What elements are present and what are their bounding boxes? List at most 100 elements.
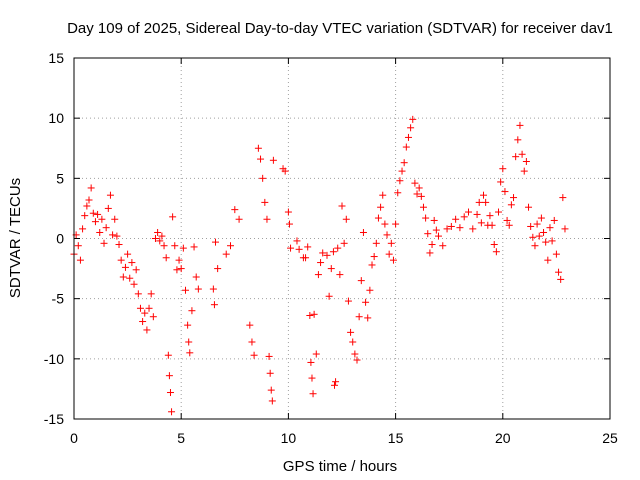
- data-point: [344, 297, 352, 305]
- data-point: [188, 307, 196, 315]
- data-point: [413, 190, 421, 198]
- data-point: [533, 220, 541, 228]
- data-point: [473, 210, 481, 218]
- data-point: [475, 198, 483, 206]
- grid-lines: [74, 58, 610, 419]
- data-point: [404, 133, 412, 141]
- data-point: [141, 309, 149, 317]
- data-point: [267, 386, 275, 394]
- data-point: [422, 214, 430, 222]
- data-point: [531, 242, 539, 250]
- data-point: [555, 268, 563, 276]
- data-point: [417, 192, 425, 200]
- x-tick-label: 5: [177, 430, 185, 446]
- data-point: [308, 374, 316, 382]
- data-point: [314, 271, 322, 279]
- data-point: [383, 231, 391, 239]
- data-point: [156, 237, 164, 245]
- data-point: [537, 214, 545, 222]
- data-point: [398, 167, 406, 175]
- data-point: [370, 253, 378, 261]
- data-point: [164, 351, 172, 359]
- data-point: [168, 408, 176, 416]
- data-point: [559, 194, 567, 202]
- data-point: [302, 254, 310, 262]
- data-point: [520, 167, 528, 175]
- data-point: [546, 224, 554, 232]
- data-point: [136, 304, 144, 312]
- data-point: [347, 328, 355, 336]
- data-point: [109, 231, 117, 239]
- data-point: [415, 184, 423, 192]
- data-point: [173, 266, 181, 274]
- data-point: [510, 194, 518, 202]
- data-point: [400, 159, 408, 167]
- data-point: [492, 248, 500, 256]
- data-point: [505, 221, 513, 229]
- data-point: [503, 216, 511, 224]
- data-point: [76, 256, 84, 264]
- data-point: [214, 265, 222, 273]
- data-point: [281, 167, 289, 175]
- data-point: [87, 184, 95, 192]
- data-point: [552, 250, 560, 258]
- data-point: [246, 321, 254, 329]
- data-point: [128, 259, 136, 267]
- data-point: [113, 232, 121, 240]
- data-point: [210, 301, 218, 309]
- data-point: [185, 338, 193, 346]
- data-point: [428, 241, 436, 249]
- data-point: [83, 202, 91, 210]
- data-point: [149, 313, 157, 321]
- x-tick-label: 15: [388, 430, 404, 446]
- data-point: [194, 285, 202, 293]
- data-point: [98, 215, 106, 223]
- x-axis-label: GPS time / hours: [283, 458, 397, 475]
- data-point: [364, 314, 372, 322]
- data-point: [248, 338, 256, 346]
- data-point: [304, 243, 312, 251]
- data-point: [117, 256, 125, 264]
- data-point: [561, 225, 569, 233]
- data-point: [306, 312, 314, 320]
- data-point: [340, 239, 348, 247]
- data-point: [514, 136, 522, 144]
- data-point: [124, 250, 132, 258]
- data-point: [396, 177, 404, 185]
- data-points: [70, 115, 569, 416]
- data-point: [430, 216, 438, 224]
- data-point: [443, 225, 451, 233]
- data-point: [165, 372, 173, 380]
- data-point: [227, 242, 235, 250]
- data-point: [355, 313, 363, 321]
- data-point: [130, 280, 138, 288]
- data-point: [111, 215, 119, 223]
- data-point: [269, 156, 277, 164]
- data-point: [394, 189, 402, 197]
- data-point: [409, 115, 417, 123]
- axis-ticks: 0 5 10 15 20 25 -15 -10 -5 0 5 10 15: [44, 50, 618, 446]
- data-point: [452, 215, 460, 223]
- data-point: [432, 226, 440, 234]
- data-point: [254, 144, 262, 152]
- data-point: [126, 274, 134, 282]
- data-point: [424, 230, 432, 238]
- data-point: [295, 245, 303, 253]
- data-point: [338, 202, 346, 210]
- data-point: [166, 389, 174, 397]
- data-point: [266, 369, 274, 377]
- data-point: [349, 338, 357, 346]
- data-point: [516, 121, 524, 129]
- data-point: [184, 321, 192, 329]
- data-point: [377, 203, 385, 211]
- data-point: [351, 350, 359, 358]
- data-point: [94, 210, 102, 218]
- data-point: [309, 390, 317, 398]
- x-tick-label: 25: [602, 430, 618, 446]
- data-point: [535, 232, 543, 240]
- data-point: [169, 213, 177, 221]
- data-point: [310, 310, 318, 318]
- data-point: [85, 196, 93, 204]
- data-point: [362, 298, 370, 306]
